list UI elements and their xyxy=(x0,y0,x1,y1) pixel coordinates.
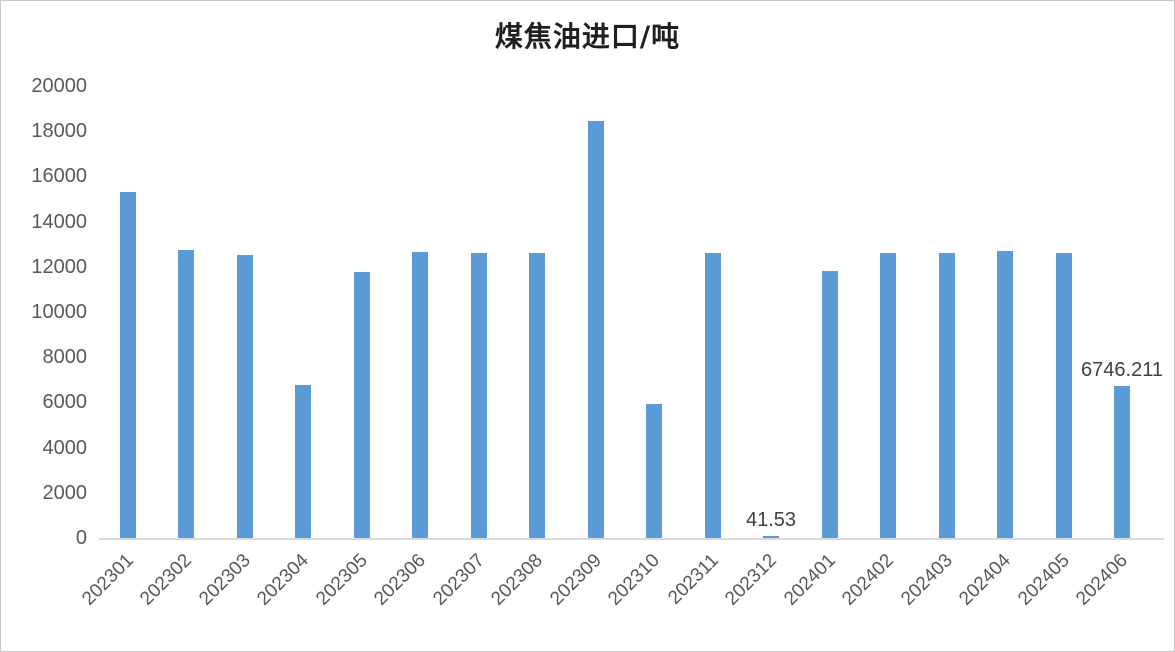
bar-202304 xyxy=(295,385,311,538)
y-tick-label: 0 xyxy=(75,527,87,549)
data-label-202312: 41.53 xyxy=(745,509,797,531)
bar-202308 xyxy=(529,252,545,538)
bar-202310 xyxy=(646,403,662,538)
bar-202403 xyxy=(938,253,955,538)
y-tick-label: 10000 xyxy=(31,301,87,323)
data-label-202406: 6746.211 xyxy=(1081,358,1163,381)
y-tick-label: 12000 xyxy=(31,255,87,278)
y-tick-label: 2000 xyxy=(42,481,88,504)
y-tick-label: 16000 xyxy=(31,165,87,188)
bar-202303 xyxy=(236,254,253,538)
y-tick-label: 14000 xyxy=(31,210,87,233)
bar-202309 xyxy=(587,120,604,538)
bar-202307 xyxy=(470,253,487,538)
bar-202311 xyxy=(704,252,721,538)
y-tick-label: 4000 xyxy=(42,436,88,459)
bar-202404 xyxy=(997,250,1013,538)
bar-202312 xyxy=(763,536,779,538)
y-tick-label: 6000 xyxy=(42,391,88,414)
bar-202401 xyxy=(821,271,838,538)
bar-202301 xyxy=(119,191,136,538)
y-tick-label: 20000 xyxy=(31,75,87,97)
bar-202402 xyxy=(880,252,896,538)
y-tick-label: 18000 xyxy=(31,120,87,143)
bar-202405 xyxy=(1055,252,1072,538)
bar-202305 xyxy=(353,271,370,538)
bar-202302 xyxy=(178,249,194,538)
x-axis-line xyxy=(99,538,1164,540)
y-tick-label: 8000 xyxy=(42,346,88,369)
chart-title: 煤焦油进口/吨 xyxy=(494,20,681,53)
bar-202306 xyxy=(412,252,428,538)
bar-202406 xyxy=(1114,385,1130,538)
